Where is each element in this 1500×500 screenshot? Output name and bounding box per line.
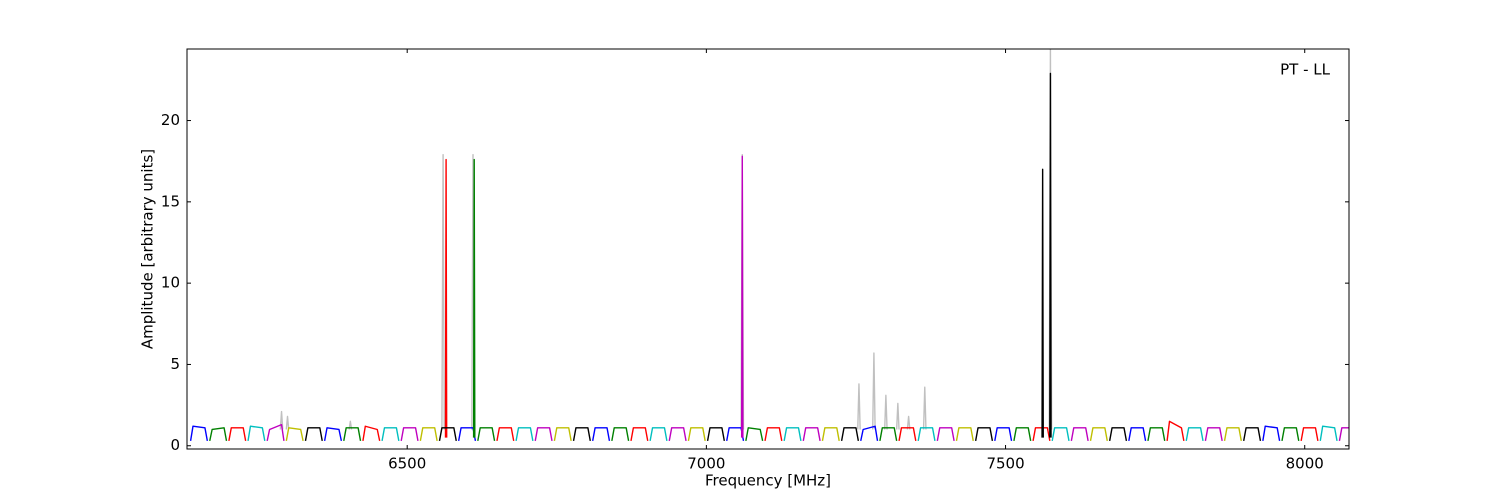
y-tick-label: 0 [170, 436, 180, 454]
annotation: PT - LL [1280, 61, 1331, 79]
spectrum-line [266, 155, 1349, 442]
x-tick-label: 7000 [687, 455, 725, 473]
spectrum-line [285, 427, 1242, 442]
x-tick-label: 7500 [986, 455, 1024, 473]
plot-frame [186, 48, 1350, 450]
spectrum-line [209, 158, 1300, 442]
spectrum-line [304, 72, 1262, 441]
y-tick-label: 15 [161, 192, 180, 210]
spectrum-line [228, 158, 1319, 442]
spectrum-line [247, 425, 1338, 441]
spectrum-line [189, 425, 1281, 442]
spectrum-line [279, 49, 1053, 430]
y-tick-label: 10 [161, 274, 180, 292]
y-tick-label: 20 [161, 111, 180, 129]
x-tick-label: 6500 [388, 455, 426, 473]
x-axis-label: Frequency [MHz] [705, 472, 831, 490]
x-tick-label: 8000 [1286, 455, 1324, 473]
y-axis-label: Amplitude [arbitrary units] [139, 149, 157, 349]
y-tick-label: 5 [170, 355, 180, 373]
plot-lines [189, 49, 1349, 442]
